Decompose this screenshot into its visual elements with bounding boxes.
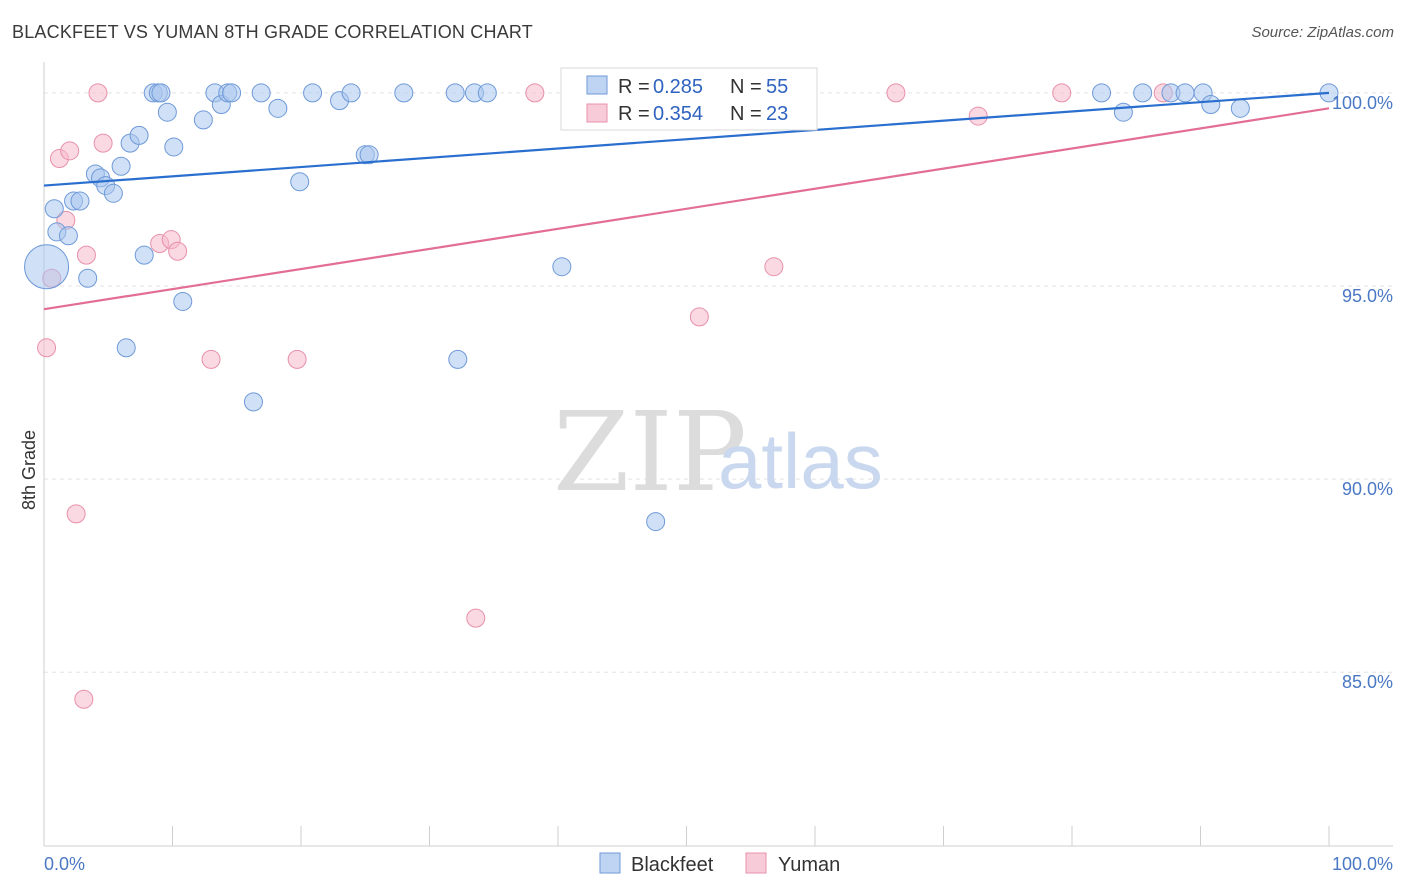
- blackfeet-point: [1230, 98, 1250, 118]
- x-tick-label-min: 0.0%: [44, 854, 85, 874]
- watermark-atlas: atlas: [718, 417, 883, 505]
- yuman-point: [66, 504, 86, 524]
- yuman-point: [466, 608, 486, 628]
- stats-legend: R = 0.285 N = 55 R = 0.354 N = 23: [560, 67, 818, 131]
- blackfeet-point: [24, 244, 70, 290]
- blackfeet-point: [164, 137, 184, 157]
- blackfeet-point: [157, 102, 177, 122]
- blackfeet-point: [222, 83, 242, 103]
- watermark-zip: ZIP: [553, 388, 747, 516]
- bottom-legend-label-blackfeet: Blackfeet: [631, 854, 714, 876]
- bottom-legend-swatch-blackfeet: [599, 852, 621, 874]
- blackfeet-point: [445, 83, 465, 103]
- blackfeet-point: [303, 83, 323, 103]
- y-tick-labels: 85.0% 90.0% 95.0% 100.0%: [1332, 93, 1393, 692]
- blackfeet-point: [173, 291, 193, 311]
- blackfeet-point: [359, 145, 379, 165]
- bottom-legend-label-yuman: Yuman: [778, 854, 840, 876]
- legend-r-label-yuman: R =: [618, 103, 650, 125]
- blackfeet-point: [394, 83, 414, 103]
- legend-n-label-yuman: N =: [730, 103, 762, 125]
- blackfeet-point: [111, 156, 131, 176]
- chart-title: BLACKFEET VS YUMAN 8TH GRADE CORRELATION…: [12, 22, 533, 42]
- blackfeet-point: [58, 226, 78, 246]
- yuman-point: [93, 133, 113, 153]
- blackfeet-point: [1133, 83, 1153, 103]
- blackfeet-point: [70, 191, 90, 211]
- yuman-point: [287, 349, 307, 369]
- yuman-point: [168, 241, 188, 261]
- yuman-point: [525, 83, 545, 103]
- blackfeet-trend-line: [43, 91, 1330, 187]
- yuman-point: [764, 257, 784, 277]
- yuman-point: [88, 83, 108, 103]
- legend-r-label-blackfeet: R =: [618, 76, 650, 98]
- yuman-point: [1052, 83, 1072, 103]
- legend-r-value-yuman: 0.354: [653, 103, 703, 125]
- blackfeet-point: [341, 83, 361, 103]
- yuman-point: [37, 338, 57, 358]
- blackfeet-point: [268, 98, 288, 118]
- blackfeet-point: [193, 110, 213, 130]
- y-tick-label: 85.0%: [1342, 672, 1393, 692]
- legend-swatch-yuman: [586, 103, 608, 123]
- blackfeet-point: [44, 199, 64, 219]
- legend-n-value-blackfeet: 55: [766, 76, 788, 98]
- x-tick-label-max: 100.0%: [1332, 854, 1393, 874]
- legend-swatch-blackfeet: [586, 75, 608, 95]
- blackfeet-point: [103, 183, 123, 203]
- y-tick-label: 100.0%: [1332, 93, 1393, 113]
- yuman-point: [76, 245, 96, 265]
- y-axis-label: 8th Grade: [19, 430, 39, 510]
- blackfeet-point: [251, 83, 271, 103]
- blackfeet-point: [646, 512, 666, 532]
- blackfeet-point: [243, 392, 263, 412]
- blackfeet-point: [129, 125, 149, 145]
- yuman-point: [74, 689, 94, 709]
- blackfeet-point: [116, 338, 136, 358]
- watermark: ZIP atlas: [553, 388, 883, 516]
- yuman-point: [886, 83, 906, 103]
- yuman-point: [60, 141, 80, 161]
- blackfeet-point: [134, 245, 154, 265]
- bottom-legend-swatch-yuman: [745, 852, 767, 874]
- legend-n-label-blackfeet: N =: [730, 76, 762, 98]
- blackfeet-point: [1113, 102, 1133, 122]
- yuman-point: [201, 349, 221, 369]
- axes: [43, 62, 1393, 847]
- yuman-point: [689, 307, 709, 327]
- source-credit: Source: ZipAtlas.com: [1251, 24, 1394, 41]
- blackfeet-point: [78, 268, 98, 288]
- legend-n-value-yuman: 23: [766, 103, 788, 125]
- blackfeet-point: [151, 83, 171, 103]
- yuman-trend-line: [43, 107, 1330, 311]
- blackfeet-point: [290, 172, 310, 192]
- legend-r-value-blackfeet: 0.285: [653, 76, 703, 98]
- yuman-point: [968, 106, 988, 126]
- blackfeet-point: [552, 257, 572, 277]
- blackfeet-point: [477, 83, 497, 103]
- y-tick-label: 95.0%: [1342, 286, 1393, 306]
- y-tick-label: 90.0%: [1342, 479, 1393, 499]
- trend-lines: [43, 91, 1330, 311]
- series-legend: Blackfeet Yuman: [599, 852, 840, 876]
- blackfeet-point: [1175, 83, 1195, 103]
- blackfeet-point: [448, 349, 468, 369]
- grid-lines: [44, 92, 1393, 673]
- blackfeet-point: [1092, 83, 1112, 103]
- blackfeet-point: [1201, 94, 1221, 114]
